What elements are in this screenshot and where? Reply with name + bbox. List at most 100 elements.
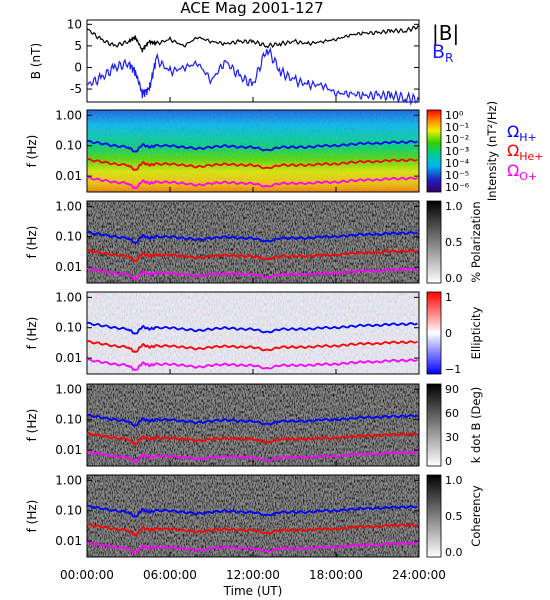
x-tick-label: 06:00:00 <box>143 568 197 582</box>
panel-ellipticity <box>86 291 442 375</box>
colorbar-label: % Polarization <box>469 201 483 282</box>
spectrogram-texture <box>87 384 419 466</box>
spectrogram-texture <box>87 201 419 283</box>
legend-b-radial-main: B <box>432 41 445 63</box>
x-tick-label: 12:00:00 <box>226 568 280 582</box>
y-tick-label: 0.01 <box>55 443 82 457</box>
colorbar-tick-label: 10⁻⁶ <box>445 181 470 194</box>
figure-title: ACE Mag 2001-127 <box>180 0 323 17</box>
spectrogram-texture <box>87 292 419 374</box>
colorbar-tick-label: 0.5 <box>445 236 463 249</box>
x-tick-label: 00:00:00 <box>60 568 114 582</box>
colorbar <box>426 383 442 467</box>
gyro-line-o-plus <box>86 176 418 190</box>
gyro-line-o-plus <box>86 358 418 372</box>
y-axis-label-text: B (nT) <box>29 43 43 79</box>
y-tick-label: 5 <box>74 39 82 53</box>
colorbar-tick-label: 1.0 <box>445 200 463 213</box>
gyro-line-h-plus <box>86 413 418 427</box>
y-tick-label: 1.00 <box>55 290 82 304</box>
colorbar-tick-label: 10⁻¹ <box>445 121 469 134</box>
colorbar-tick-label: 90 <box>445 383 459 396</box>
colorbar-tick-label: 30 <box>445 431 459 444</box>
gyro-line-he-plus <box>86 249 418 262</box>
colorbar-tick-label: 0 <box>445 327 452 340</box>
gyro-line-h-plus <box>86 504 418 518</box>
y-tick-label: 0 <box>74 60 82 74</box>
colorbar-tick-label: 1.0 <box>445 474 463 487</box>
colorbar <box>426 291 442 375</box>
gyro-line-he-plus <box>86 432 418 445</box>
spectrogram-texture <box>87 110 419 192</box>
y-tick-label: 0.10 <box>55 504 82 518</box>
gyro-line-o-plus <box>86 450 418 464</box>
y-axis-label: f (Hz) <box>25 317 39 350</box>
colorbar-tick-label: 10⁻⁵ <box>445 169 469 182</box>
legend-b-total: |B| <box>432 21 459 45</box>
colorbar-tick-label: 0.0 <box>445 272 463 285</box>
colorbar-tick-label: 1 <box>445 291 452 304</box>
y-tick-label: 10 <box>67 17 82 31</box>
panel-polarization <box>86 200 442 284</box>
y-tick-label: 0.01 <box>55 169 82 183</box>
colorbar-label: k dot B (Deg) <box>469 387 483 464</box>
y-tick-label: 0.10 <box>55 230 82 244</box>
y-tick-label: 0.10 <box>55 139 82 153</box>
y-tick-label: 0.01 <box>55 534 82 548</box>
y-tick-label: 0.01 <box>55 351 82 365</box>
colorbar-tick-label: 10⁻³ <box>445 145 469 158</box>
panel-kdotb <box>86 383 442 467</box>
colorbar-tick-label: −1 <box>445 363 461 376</box>
colorbar-label: Intensity (nT²/Hz) <box>485 101 499 201</box>
gyro-line-he-plus <box>86 340 418 353</box>
gyro-line-h-plus <box>86 321 418 335</box>
colorbar-tick-label: 0 <box>445 455 452 468</box>
y-tick-label: 0.10 <box>55 413 82 427</box>
colorbar <box>426 109 442 193</box>
y-tick-label: 1.00 <box>55 199 82 213</box>
colorbar-tick-label: 10⁻⁴ <box>445 157 470 170</box>
y-axis-label: f (Hz) <box>25 500 39 533</box>
gyro-label-he: ΩHe+ <box>507 141 544 163</box>
y-axis-label: f (Hz) <box>25 409 39 442</box>
y-tick-label: -5 <box>70 82 82 96</box>
colorbar <box>426 474 442 558</box>
y-tick-label: 1.00 <box>55 108 82 122</box>
gyro-line-he-plus <box>86 158 418 171</box>
y-axis-label: f (Hz) <box>25 135 39 168</box>
gyro-line-o-plus <box>86 267 418 281</box>
colorbar-tick-label: 10⁻² <box>445 133 469 146</box>
x-axis-label: Time (UT) <box>223 584 283 598</box>
gyro-line-h-plus <box>86 139 418 153</box>
colorbar-tick-label: 10⁰ <box>445 109 464 122</box>
b-radial-line <box>86 46 420 106</box>
colorbar <box>426 200 442 284</box>
y-tick-label: 1.00 <box>55 473 82 487</box>
gyro-line-h-plus <box>86 230 418 244</box>
y-tick-label: 1.00 <box>55 382 82 396</box>
colorbar-label: Ellipticity <box>469 306 483 359</box>
colorbar-label: Coherency <box>469 485 483 547</box>
x-axis: 00:00:00 06:00:00 12:00:00 18:00:00 24:0… <box>60 568 446 598</box>
panel-magnetic-field: B (nT) |B| BR <box>29 19 459 106</box>
panel-frame <box>86 19 420 103</box>
x-tick-label: 24:00:00 <box>392 568 446 582</box>
spectrogram-texture <box>87 475 419 557</box>
y-tick-label: 0.10 <box>55 321 82 335</box>
y-axis-label: f (Hz) <box>25 226 39 259</box>
b-total-line <box>86 25 420 53</box>
colorbar-tick-label: 0.5 <box>445 510 463 523</box>
panel-coherency <box>86 474 442 558</box>
panel-intensity: ΩH+ ΩHe+ ΩO+ <box>86 109 544 193</box>
gyro-line-he-plus <box>86 523 418 536</box>
legend-b-radial: BR <box>432 41 453 65</box>
x-tick-label: 18:00:00 <box>309 568 363 582</box>
y-tick-label: 0.01 <box>55 260 82 274</box>
gyro-label-o: ΩO+ <box>507 161 537 183</box>
y-axis-label: B (nT) <box>29 43 43 79</box>
gyro-line-o-plus <box>86 541 418 555</box>
gyro-label-h: ΩH+ <box>507 122 537 144</box>
colorbar-tick-label: 60 <box>445 407 459 420</box>
